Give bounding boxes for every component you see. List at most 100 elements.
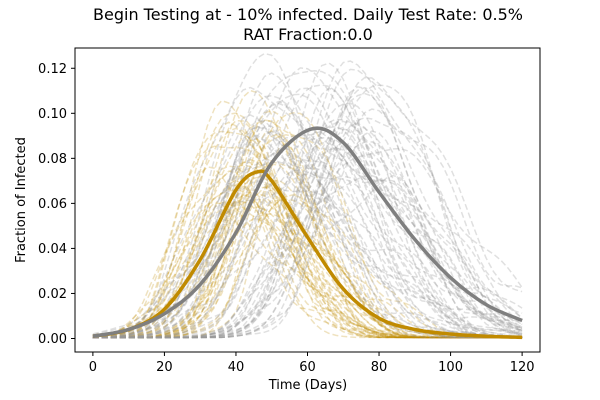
ensemble-run-line bbox=[92, 118, 523, 339]
ensemble-run-line bbox=[92, 87, 523, 339]
ensemble-run-line bbox=[92, 142, 523, 339]
y-tick-label: 0.10 bbox=[38, 107, 67, 122]
ensemble-run-line bbox=[92, 116, 523, 339]
ensemble-run-line bbox=[92, 199, 523, 339]
y-tick-label: 0.12 bbox=[38, 62, 67, 77]
ensemble-run-line bbox=[92, 93, 523, 339]
y-tick-label: 0.02 bbox=[38, 287, 67, 302]
ensemble-run-line bbox=[92, 157, 523, 339]
ensemble-run-line bbox=[92, 120, 523, 339]
ensemble-run-line bbox=[92, 84, 523, 339]
ensemble-run-line bbox=[92, 161, 523, 339]
y-tick-label: 0.00 bbox=[38, 332, 67, 347]
chart-title-line-2: RAT Fraction:0.0 bbox=[243, 25, 373, 44]
ensemble-run-line bbox=[92, 60, 523, 339]
ensemble-run-line bbox=[92, 125, 523, 339]
ensemble-run-line bbox=[92, 143, 523, 339]
ensemble-run-line bbox=[92, 213, 523, 339]
mean-line-2 bbox=[92, 126, 523, 338]
ensemble-run-line bbox=[92, 173, 523, 339]
ensemble-run-line bbox=[92, 164, 523, 339]
ensemble-run-line bbox=[92, 84, 523, 339]
y-axis-label: Fraction of Infected bbox=[14, 137, 29, 263]
ensemble-run-line bbox=[92, 128, 523, 339]
ensemble-run-line bbox=[92, 87, 523, 339]
x-tick-label: 120 bbox=[510, 360, 535, 375]
ensemble-run-line bbox=[92, 149, 523, 339]
ensemble-run-line bbox=[92, 76, 523, 339]
ensemble-run-line bbox=[92, 108, 523, 339]
ensemble-run-line bbox=[92, 189, 523, 339]
x-axis: 0 20 40 60 80 100 120 bbox=[89, 352, 535, 375]
ensemble-run-line bbox=[92, 67, 523, 339]
ensemble-run-line bbox=[92, 130, 523, 339]
x-tick-label: 80 bbox=[371, 360, 388, 375]
ensemble-run-line bbox=[92, 161, 523, 339]
ensemble-run-line bbox=[92, 134, 523, 339]
ensemble-run-line bbox=[92, 186, 523, 339]
y-axis: 0.00 0.02 0.04 0.06 0.08 0.10 0.12 bbox=[38, 62, 75, 347]
ensemble-run-line bbox=[92, 102, 523, 339]
ensemble-run-line bbox=[92, 172, 523, 339]
chart-title-line-1: Begin Testing at - 10% infected. Daily T… bbox=[93, 5, 523, 24]
x-axis-label: Time (Days) bbox=[268, 378, 348, 393]
ensemble-run-line bbox=[92, 127, 523, 339]
ensemble-run-line bbox=[92, 114, 523, 339]
ensemble-run-line bbox=[92, 70, 523, 339]
ensemble-run-line bbox=[92, 199, 523, 339]
ensemble-run-line bbox=[92, 174, 523, 339]
ensemble-run-line bbox=[92, 147, 523, 339]
ensemble-run-line bbox=[92, 202, 523, 339]
ensemble-run-line bbox=[92, 171, 523, 339]
ensemble-run-line bbox=[92, 194, 523, 339]
x-tick-label: 0 bbox=[89, 360, 97, 375]
ensemble-run-line bbox=[92, 145, 523, 339]
ensemble-run-line bbox=[92, 179, 523, 339]
ensemble-run-line bbox=[92, 92, 523, 339]
ensemble-run-line bbox=[92, 175, 523, 339]
ensemble-run-line bbox=[92, 169, 523, 339]
ensemble-run-line bbox=[92, 165, 523, 339]
ensemble-run-line bbox=[92, 166, 523, 339]
ensemble-run-line bbox=[92, 186, 523, 339]
x-tick-label: 20 bbox=[156, 360, 173, 375]
x-tick-label: 40 bbox=[228, 360, 245, 375]
ensemble-run-line bbox=[92, 142, 523, 339]
ensemble-run-line bbox=[92, 121, 523, 339]
ensemble-run-line bbox=[92, 136, 523, 339]
ensemble-run-line bbox=[92, 131, 523, 339]
ensemble-run-line bbox=[92, 86, 523, 339]
y-tick-label: 0.04 bbox=[38, 242, 67, 257]
ensemble-run-line bbox=[92, 130, 523, 339]
ensemble-run-line bbox=[92, 126, 523, 339]
ensemble-run-line bbox=[92, 141, 523, 339]
ensemble-run-line bbox=[92, 194, 523, 339]
ensemble-run-line bbox=[92, 62, 523, 339]
ensemble-run-line bbox=[92, 147, 523, 339]
ensemble-run-line bbox=[92, 137, 523, 339]
ensemble-run-line bbox=[92, 130, 523, 339]
ensemble-run-line bbox=[92, 176, 523, 339]
ensemble-run-line bbox=[92, 138, 523, 339]
ensemble-run-line bbox=[92, 132, 523, 339]
ensemble-run-line bbox=[92, 201, 523, 339]
ensemble-run-line bbox=[92, 52, 523, 339]
ensemble-run-line bbox=[92, 194, 523, 339]
y-tick-label: 0.08 bbox=[38, 152, 67, 167]
ensemble-run-line bbox=[92, 119, 523, 339]
ensemble-run-line bbox=[92, 130, 523, 339]
mean-line-1 bbox=[92, 169, 523, 340]
x-tick-label: 60 bbox=[299, 360, 316, 375]
ensemble-run-line bbox=[92, 126, 523, 338]
ensemble-run-line bbox=[92, 122, 523, 339]
ensemble-run-line bbox=[92, 163, 523, 339]
ensemble-run-line bbox=[92, 89, 523, 339]
ensemble-run-line bbox=[92, 206, 523, 339]
ensemble-run-line bbox=[92, 174, 523, 339]
ensemble-run-line bbox=[92, 112, 523, 339]
plot-area bbox=[92, 52, 523, 340]
y-tick-label: 0.06 bbox=[38, 197, 67, 212]
ensemble-run-line bbox=[92, 198, 523, 339]
ensemble-run-line bbox=[92, 200, 523, 339]
